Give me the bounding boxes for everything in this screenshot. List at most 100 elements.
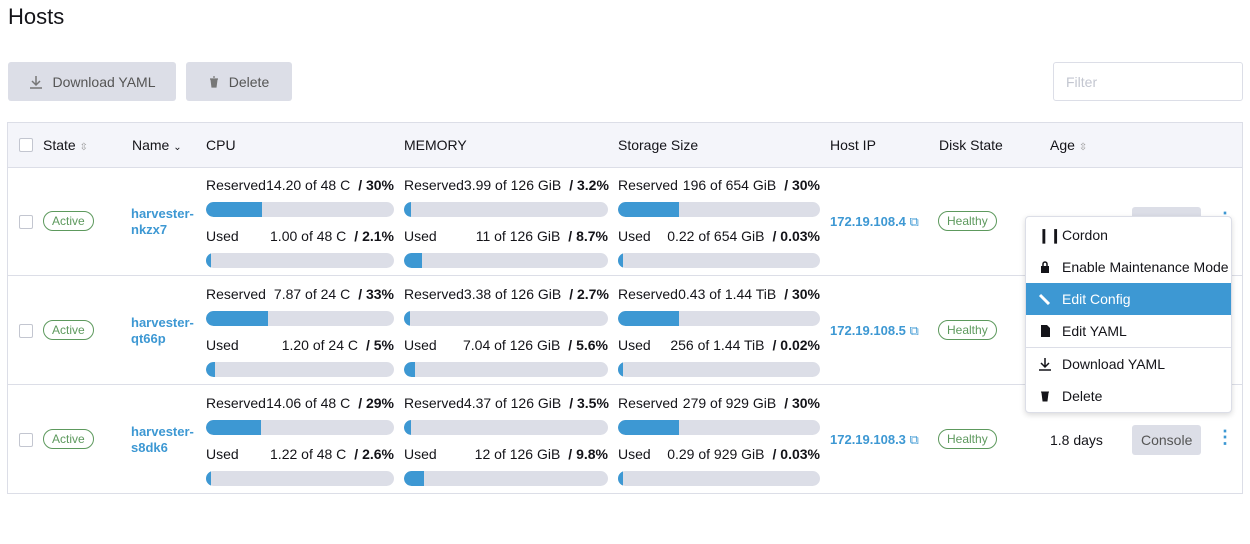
host-name-link[interactable]: harvester-qt66p bbox=[131, 315, 194, 346]
row-checkbox[interactable] bbox=[19, 215, 33, 229]
table-row: Active harvester-qt66p Reserved 7.87 of 24 … bbox=[8, 276, 1242, 385]
spacer bbox=[239, 446, 270, 462]
table-header: State ⇳ Name ⌄ CPU MEMORY Storage Size H… bbox=[8, 123, 1242, 168]
metric-label: Used bbox=[404, 337, 437, 353]
metric-line: Reserved 0.43 of 1.44 TiB / 30% bbox=[618, 286, 820, 302]
select-all-checkbox[interactable] bbox=[19, 138, 33, 152]
metric-label: Used bbox=[206, 446, 239, 462]
metric-line: Reserved 279 of 929 GiB / 30% bbox=[618, 395, 820, 411]
column-header[interactable]: Age ⇳ bbox=[1050, 137, 1087, 153]
progress-fill bbox=[206, 362, 216, 377]
metric-amount: 4.37 of 126 GiB bbox=[463, 395, 562, 411]
metric-percent: / 0.03% bbox=[772, 446, 820, 462]
metric-line: Reserved 14.06 of 48 C / 29% bbox=[206, 395, 394, 411]
metric-line: Used 0.29 of 929 GiB / 0.03% bbox=[618, 446, 820, 462]
table-row: Active harvester-nkzx7 Reserved 14.20 of 48… bbox=[8, 167, 1242, 276]
progress-bar bbox=[618, 202, 820, 217]
metric-label: Reserved bbox=[618, 286, 678, 302]
delete-button[interactable]: Delete bbox=[186, 62, 292, 101]
metric-line: Used 1.00 of 48 C / 2.1% bbox=[206, 228, 394, 244]
filter-input[interactable]: Filter bbox=[1053, 62, 1243, 101]
progress-bar bbox=[404, 471, 608, 486]
column-header[interactable]: State ⇳ bbox=[43, 137, 88, 153]
host-name-link[interactable]: harvester-s8dk6 bbox=[131, 424, 194, 455]
metric-line: Reserved 14.20 of 48 C / 30% bbox=[206, 177, 394, 193]
header-label: State bbox=[43, 137, 76, 153]
column-header: Disk State bbox=[939, 137, 1003, 153]
download-yaml-button[interactable]: Download YAML bbox=[8, 62, 176, 101]
host-name-link[interactable]: harvester-nkzx7 bbox=[131, 206, 194, 237]
metric-percent: / 3.5% bbox=[569, 395, 609, 411]
column-header[interactable]: Name ⌄ bbox=[132, 137, 182, 153]
metric-line: Used 256 of 1.44 TiB / 0.02% bbox=[618, 337, 820, 353]
copy-icon[interactable]: ⧉ bbox=[905, 323, 919, 338]
metric-label: Reserved bbox=[206, 177, 266, 193]
metric-percent: / 5% bbox=[365, 337, 394, 353]
metric-line: Reserved 7.87 of 24 C / 33% bbox=[206, 286, 394, 302]
header-label: Name bbox=[132, 137, 170, 153]
metric-percent: / 9.8% bbox=[568, 446, 608, 462]
spacer bbox=[651, 228, 668, 244]
sort-icon: ⇳ bbox=[79, 142, 88, 153]
disk-state-badge: Healthy bbox=[938, 320, 997, 340]
metric-line: Reserved 4.37 of 126 GiB / 3.5% bbox=[404, 395, 609, 411]
metric-line: Reserved 3.99 of 126 GiB / 3.2% bbox=[404, 177, 609, 193]
sort-icon: ⌄ bbox=[173, 142, 182, 153]
menu-item[interactable]: ❙❙ Cordon bbox=[1026, 219, 1231, 251]
console-button[interactable]: Console bbox=[1132, 425, 1202, 455]
progress-bar bbox=[404, 311, 608, 326]
metric-label: Reserved bbox=[404, 286, 464, 302]
icon: ❙❙ bbox=[1038, 226, 1062, 243]
spacer bbox=[437, 446, 475, 462]
metric-line: Used 1.22 of 48 C / 2.6% bbox=[206, 446, 394, 462]
row-checkbox[interactable] bbox=[19, 324, 33, 338]
host-ip-link[interactable]: 172.19.108.4 ⧉ bbox=[830, 214, 919, 230]
progress-bar bbox=[618, 471, 820, 486]
copy-icon[interactable]: ⧉ bbox=[905, 214, 919, 229]
metric-line: Used 0.22 of 654 GiB / 0.03% bbox=[618, 228, 820, 244]
page-title: Hosts bbox=[8, 4, 65, 29]
metric-percent: / 0.03% bbox=[772, 228, 820, 244]
progress-fill bbox=[618, 202, 679, 217]
progress-bar bbox=[206, 420, 394, 435]
progress-fill bbox=[206, 471, 211, 486]
progress-fill bbox=[404, 420, 412, 435]
metric-percent: / 2.6% bbox=[354, 446, 394, 462]
progress-fill bbox=[404, 311, 410, 326]
menu-item[interactable]: Enable Maintenance Mode bbox=[1026, 251, 1231, 283]
menu-item[interactable]: Edit Config bbox=[1026, 283, 1231, 315]
progress-fill bbox=[206, 202, 263, 217]
metric-line: Used 12 of 126 GiB / 9.8% bbox=[404, 446, 608, 462]
progress-bar bbox=[404, 253, 608, 268]
hosts-table: State ⇳ Name ⌄ CPU MEMORY Storage Size H… bbox=[7, 122, 1243, 494]
metric-percent: / 2.7% bbox=[569, 286, 609, 302]
progress-fill bbox=[618, 362, 623, 377]
menu-item[interactable]: Download YAML bbox=[1026, 348, 1231, 380]
row-checkbox[interactable] bbox=[19, 433, 33, 447]
menu-label: Edit Config bbox=[1062, 291, 1131, 307]
progress-fill bbox=[206, 253, 211, 268]
metric-amount: 196 of 654 GiB bbox=[682, 177, 777, 193]
host-ip-link[interactable]: 172.19.108.5 ⧉ bbox=[830, 323, 919, 339]
metric-amount: 3.38 of 126 GiB bbox=[463, 286, 562, 302]
column-header: CPU bbox=[206, 137, 236, 153]
spacer bbox=[437, 228, 476, 244]
copy-icon[interactable]: ⧉ bbox=[905, 432, 919, 447]
metric-percent: / 2.1% bbox=[354, 228, 394, 244]
metric-label: Used bbox=[618, 337, 651, 353]
progress-fill bbox=[618, 253, 623, 268]
metric-percent: / 5.6% bbox=[568, 337, 608, 353]
menu-item[interactable]: Edit YAML bbox=[1026, 315, 1231, 347]
age: 1.8 days bbox=[1050, 432, 1103, 448]
metric-line: Used 11 of 126 GiB / 8.7% bbox=[404, 228, 608, 244]
metric-percent: / 33% bbox=[358, 286, 394, 302]
metric-line: Reserved 196 of 654 GiB / 30% bbox=[618, 177, 820, 193]
menu-item[interactable]: Delete bbox=[1026, 380, 1231, 412]
host-ip-link[interactable]: 172.19.108.3 ⧉ bbox=[830, 432, 919, 448]
metric-label: Used bbox=[404, 228, 437, 244]
row-actions-button[interactable]: ⋮ bbox=[1216, 427, 1234, 447]
spacer bbox=[266, 286, 274, 302]
icon bbox=[1039, 358, 1051, 371]
metric-label: Reserved bbox=[404, 177, 464, 193]
